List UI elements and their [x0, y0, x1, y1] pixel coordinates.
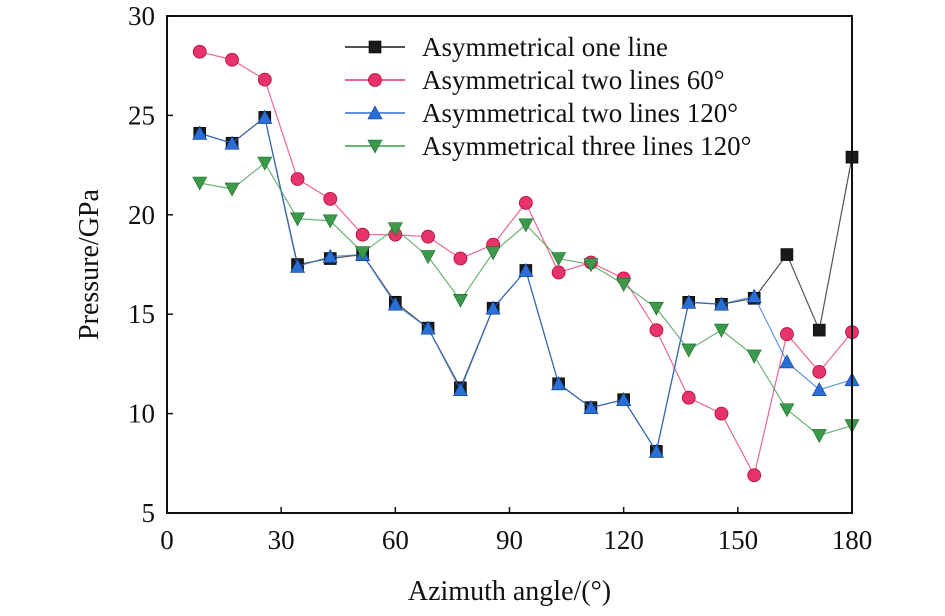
data-point — [518, 262, 534, 277]
data-point — [290, 212, 306, 227]
data-point — [257, 109, 273, 124]
series-layer — [192, 44, 860, 483]
legend-item: Asymmetrical one line — [345, 32, 668, 62]
data-point — [681, 390, 696, 405]
data-point — [583, 258, 599, 273]
data-point — [387, 222, 403, 237]
data-point — [714, 406, 729, 421]
y-tick-label: 5 — [142, 498, 156, 528]
data-point — [551, 252, 567, 267]
data-point — [746, 349, 762, 364]
x-tick-label: 90 — [496, 525, 523, 555]
legend-label: Asymmetrical one line — [422, 32, 668, 62]
data-point — [681, 294, 697, 309]
x-tick-label: 0 — [160, 525, 174, 555]
y-tick-label: 10 — [128, 399, 155, 429]
data-point — [257, 72, 272, 87]
data-point — [518, 218, 534, 233]
y-tick-label: 25 — [128, 100, 155, 130]
x-tick-label: 30 — [268, 525, 295, 555]
data-point — [355, 227, 370, 242]
data-point — [811, 429, 827, 444]
y-tick-label: 15 — [128, 299, 155, 329]
series-1 — [193, 111, 859, 458]
data-point — [485, 246, 501, 261]
data-point — [323, 191, 338, 206]
data-point — [518, 195, 533, 210]
data-point — [420, 320, 436, 335]
x-tick-label: 180 — [832, 525, 873, 555]
data-point — [452, 382, 468, 397]
data-point — [811, 382, 827, 397]
x-tick-label: 120 — [603, 525, 644, 555]
data-point — [322, 214, 338, 229]
data-point — [747, 468, 762, 483]
data-point — [421, 229, 435, 244]
data-point — [420, 250, 436, 265]
data-point — [649, 323, 664, 338]
y-tick-label: 30 — [128, 1, 155, 31]
data-point — [648, 301, 664, 316]
data-point — [225, 52, 239, 67]
data-point — [780, 248, 794, 261]
data-point — [257, 156, 273, 171]
data-point — [290, 258, 306, 273]
data-point — [355, 246, 371, 261]
series-line — [199, 116, 853, 453]
data-point — [681, 343, 697, 358]
legend-marker — [368, 40, 382, 54]
data-point — [192, 125, 208, 140]
data-point — [713, 296, 729, 311]
data-point — [452, 293, 468, 308]
data-point — [648, 443, 664, 458]
data-point — [812, 323, 826, 337]
series-line — [199, 116, 853, 453]
series-4 — [192, 156, 860, 444]
data-point — [746, 288, 762, 303]
data-point — [290, 172, 305, 186]
data-point — [485, 300, 501, 315]
legend-label: Asymmetrical two lines 120° — [422, 98, 738, 128]
data-point — [453, 251, 468, 266]
data-point — [616, 392, 632, 406]
data-point — [387, 296, 403, 311]
data-point — [551, 376, 567, 391]
legend-item: Asymmetrical three lines 120° — [345, 131, 751, 161]
data-point — [779, 403, 795, 418]
data-point — [812, 364, 827, 379]
data-point — [551, 265, 566, 280]
legend-item: Asymmetrical two lines 60° — [345, 65, 725, 95]
data-point — [192, 176, 208, 191]
data-point — [224, 182, 240, 197]
data-point — [192, 44, 207, 59]
x-tick-label: 150 — [718, 525, 759, 555]
legend-label: Asymmetrical two lines 60° — [422, 65, 725, 95]
legend-marker — [367, 139, 383, 154]
y-tick-label: 20 — [128, 200, 155, 230]
data-point — [779, 354, 795, 369]
y-axis-title: Pressure/GPa — [74, 188, 105, 339]
data-point — [224, 135, 240, 150]
legend-marker — [368, 73, 382, 87]
data-point — [322, 248, 338, 263]
legend-item: Asymmetrical two lines 120° — [345, 98, 738, 128]
data-point — [713, 323, 729, 338]
data-point — [780, 327, 794, 341]
legend-label: Asymmetrical three lines 120° — [422, 131, 751, 161]
data-point — [583, 400, 599, 414]
legend-marker — [367, 105, 383, 120]
axis-ticks: 0 30 60 90 120 150 180 5 10 15 20 25 30 — [128, 1, 872, 555]
x-tick-label: 60 — [382, 525, 409, 555]
x-axis-title: Azimuth angle/(°) — [408, 576, 611, 607]
data-point — [616, 278, 632, 293]
